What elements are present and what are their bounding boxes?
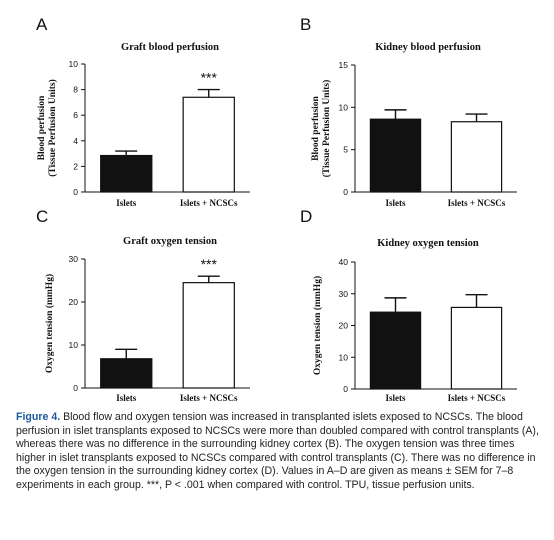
panel-c-category-label: Islets + NCSCs xyxy=(180,393,238,403)
panel-a-y-tick-label: 4 xyxy=(73,136,78,146)
panel-a-letter: A xyxy=(36,15,48,34)
panel-c-y-tick-label: 10 xyxy=(69,340,79,350)
panel-c-y-tick-label: 20 xyxy=(69,297,79,307)
panel-b-bar xyxy=(369,118,422,193)
panel-a-significance: *** xyxy=(201,70,218,86)
panel-d-bar xyxy=(450,306,503,390)
panel-a-category-label: Islets xyxy=(116,198,136,208)
panel-c-y-tick-label: 30 xyxy=(69,254,79,264)
panel-c-significance: *** xyxy=(201,256,218,272)
panel-d-bar xyxy=(369,311,422,390)
panel-d-category-label: Islets xyxy=(386,393,406,403)
panel-c-y-tick-label: 0 xyxy=(73,383,78,393)
panel-a-bar xyxy=(182,96,235,193)
panel-b-y-tick-label: 15 xyxy=(339,60,349,70)
panel-d-y-tick-label: 40 xyxy=(339,257,349,267)
panel-d-y-tick-label: 20 xyxy=(339,321,349,331)
panel-d-title: Kidney oxygen tension xyxy=(377,238,479,249)
panel-a-bar xyxy=(100,154,153,193)
panel-d: D Kidney oxygen tension 0 10 20 30 40 Oxygen te… xyxy=(300,207,517,403)
panel-d-y-tick-label: 30 xyxy=(339,289,349,299)
panel-b-letter: B xyxy=(300,15,311,34)
panel-c-bar xyxy=(100,358,153,389)
panel-b-y-tick-label: 10 xyxy=(339,102,349,112)
panel-d-y-axis-label-line: Oxygen tension (mmHg) xyxy=(312,276,323,375)
panel-b-y-tick-label: 5 xyxy=(343,145,348,155)
panel-c: C Graft oxygen tension 0 10 20 30 Oxygen tensi… xyxy=(36,207,250,403)
panel-a-y-axis-label-line: Blood perfusion xyxy=(37,95,47,160)
figure-panels: A Graft blood perfusion 0 2 4 6 8 10 Blood perfu… xyxy=(36,15,517,403)
panel-a-y-tick-label: 2 xyxy=(73,161,78,171)
panel-d-y-axis-label: Oxygen tension (mmHg) xyxy=(312,276,323,375)
panel-d-category-label: Islets + NCSCs xyxy=(448,393,506,403)
panel-c-category-label: Islets xyxy=(116,393,136,403)
panel-d-y-tick-label: 0 xyxy=(343,384,348,394)
panel-a-title: Graft blood perfusion xyxy=(121,42,219,53)
panel-b-y-axis-label-line: (Tissue Perfusion Units) xyxy=(321,80,332,177)
panel-a-y-tick-label: 10 xyxy=(69,59,79,69)
panel-a-y-tick-label: 0 xyxy=(73,187,78,197)
panel-a-y-axis-label-line: (Tissue Perfusion Units) xyxy=(47,79,58,176)
panel-a-y-tick-label: 8 xyxy=(73,85,78,95)
panel-d-letter: D xyxy=(300,207,312,226)
panel-b: B Kidney blood perfusion 0 5 10 15 Blood perfu… xyxy=(300,15,517,208)
panel-d-y-tick-label: 10 xyxy=(339,352,349,362)
figure-caption: Figure 4. Blood flow and oxygen tension … xyxy=(16,411,540,492)
panel-b-category-label: Islets xyxy=(386,198,406,208)
panel-b-y-tick-label: 0 xyxy=(343,187,348,197)
panel-a-y-axis-label: Blood perfusion(Tissue Perfusion Units) xyxy=(37,79,58,176)
panel-c-letter: C xyxy=(36,207,48,226)
panel-b-title: Kidney blood perfusion xyxy=(375,42,481,53)
caption-label: Figure 4. xyxy=(16,411,61,423)
panel-b-y-axis-label-line: Blood perfusion xyxy=(311,95,321,160)
panel-a-y-tick-label: 6 xyxy=(73,110,78,120)
panel-b-bar xyxy=(450,121,503,193)
panel-c-y-axis-label: Oxygen tension (mmHg) xyxy=(44,274,55,373)
panel-c-y-axis-label-line: Oxygen tension (mmHg) xyxy=(44,274,55,373)
panel-c-title: Graft oxygen tension xyxy=(123,236,217,247)
panel-b-y-axis-label: Blood perfusion(Tissue Perfusion Units) xyxy=(311,80,332,177)
panel-a-category-label: Islets + NCSCs xyxy=(180,198,238,208)
caption-text: Blood flow and oxygen tension was increa… xyxy=(16,411,539,491)
panel-c-bar xyxy=(182,282,235,389)
panel-a: A Graft blood perfusion 0 2 4 6 8 10 Blood perfu… xyxy=(36,15,250,208)
panel-b-category-label: Islets + NCSCs xyxy=(448,198,506,208)
